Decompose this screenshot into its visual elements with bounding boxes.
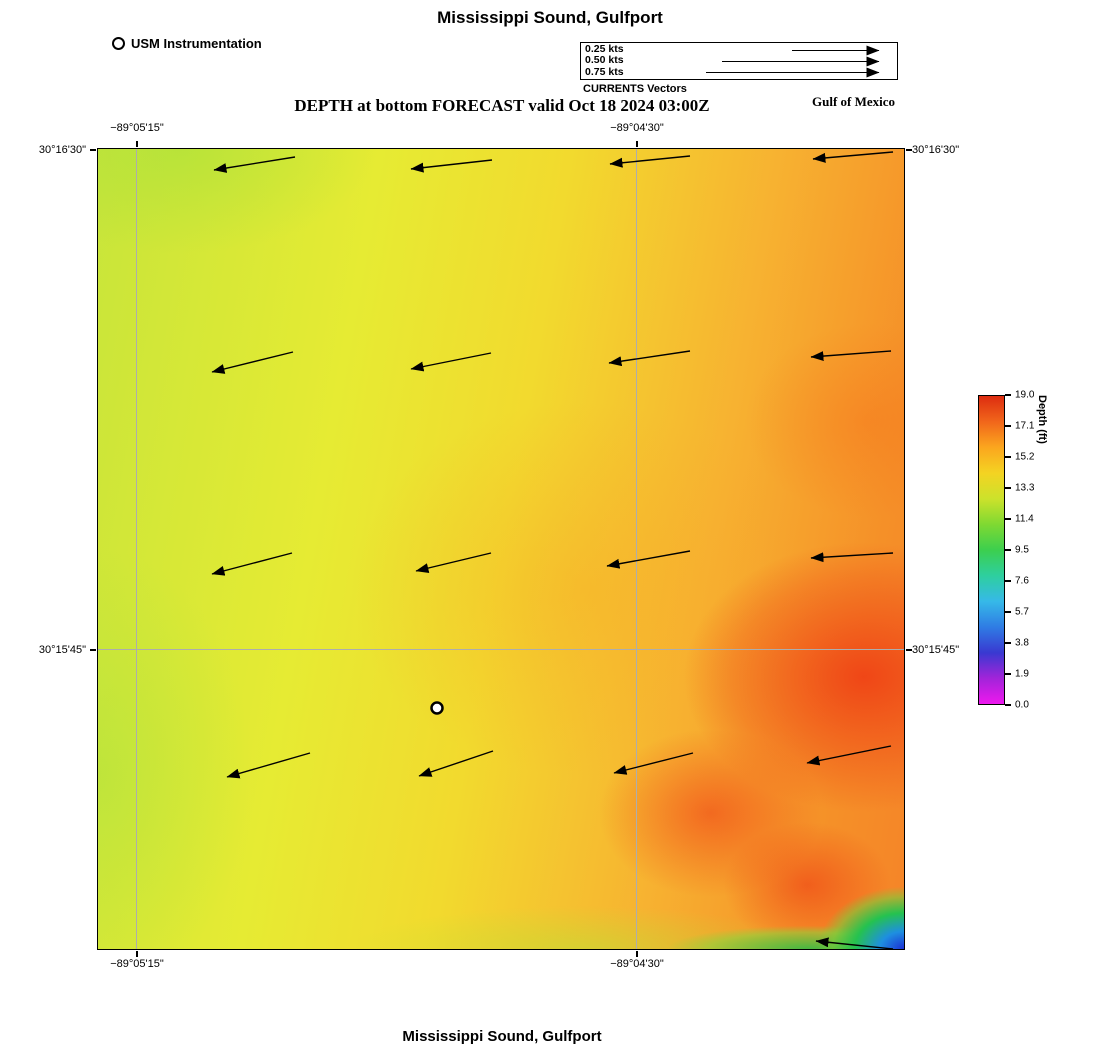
colorbar-tick-label: 17.1 <box>1015 420 1035 432</box>
colorbar-tick-label: 13.3 <box>1015 482 1035 494</box>
colorbar-bar <box>978 395 1005 705</box>
gridline-vertical-2 <box>636 149 637 949</box>
colorbar-tick-label: 9.5 <box>1015 544 1029 556</box>
axis-tick <box>136 951 138 957</box>
colorbar-tick-mark <box>1005 549 1011 551</box>
y-tick-left-1: 30°16'30" <box>38 144 86 156</box>
colorbar-tick-label: 15.2 <box>1015 451 1035 463</box>
colorbar-tick-mark <box>1005 611 1011 613</box>
axis-tick <box>906 649 912 651</box>
x-tick-top-1: −89°05'15" <box>110 122 164 134</box>
speed-arrow-icon <box>792 45 880 55</box>
colorbar-tick-mark <box>1005 425 1011 427</box>
colorbar-tick-mark <box>1005 487 1011 489</box>
speed-label: 0.25 kts <box>585 43 624 56</box>
axis-tick <box>136 141 138 147</box>
depth-heatmap <box>97 148 905 950</box>
usm-legend: USM Instrumentation <box>112 36 262 51</box>
speed-arrow-icon <box>706 67 880 78</box>
colorbar-label: Depth (ft) <box>1036 395 1048 444</box>
colorbar-tick-label: 7.6 <box>1015 575 1029 587</box>
speed-arrow-icon <box>722 56 880 67</box>
y-tick-right-1: 30°16'30" <box>912 144 960 156</box>
axis-tick <box>90 149 96 151</box>
colorbar-tick-mark <box>1005 394 1011 396</box>
colorbar-ticks: 19.0 17.1 15.2 13.3 11.4 9.5 7.6 5.7 3.8 1.9 0.0 <box>1005 390 1051 711</box>
x-tick-top-2: −89°04'30" <box>610 122 664 134</box>
colorbar-tick-mark <box>1005 642 1011 644</box>
currents-legend-caption: CURRENTS Vectors <box>583 83 687 95</box>
speed-label: 0.75 kts <box>585 65 624 78</box>
forecast-subtitle: DEPTH at bottom FORECAST valid Oct 18 20… <box>294 96 710 115</box>
colorbar-tick-label: 1.9 <box>1015 668 1029 680</box>
axis-tick <box>906 149 912 151</box>
currents-legend-box: 0.25 kts 0.50 kts 0.75 kts <box>580 42 898 80</box>
speed-row: 0.75 kts <box>581 65 897 78</box>
gridline-horizontal-1 <box>98 649 904 650</box>
y-tick-right-2: 30°15'45" <box>912 644 960 656</box>
axis-tick <box>90 649 96 651</box>
axis-tick <box>636 141 638 147</box>
speed-row: 0.50 kts <box>581 54 897 67</box>
colorbar-tick-label: 19.0 <box>1015 389 1035 401</box>
colorbar-tick-mark <box>1005 518 1011 520</box>
speed-label: 0.50 kts <box>585 54 624 67</box>
instrument-circle-icon <box>112 37 125 50</box>
colorbar-tick-mark <box>1005 456 1011 458</box>
x-tick-bottom-1: −89°05'15" <box>110 958 164 970</box>
colorbar-tick-label: 3.8 <box>1015 637 1029 649</box>
speed-row: 0.25 kts <box>581 44 897 55</box>
colorbar-tick-mark <box>1005 673 1011 675</box>
colorbar-tick-mark <box>1005 580 1011 582</box>
x-tick-bottom-2: −89°04'30" <box>610 958 664 970</box>
axis-tick <box>636 951 638 957</box>
usm-legend-label: USM Instrumentation <box>131 36 262 51</box>
gridline-vertical-1 <box>136 149 137 949</box>
colorbar-tick-label: 5.7 <box>1015 606 1029 618</box>
figure-title: Mississippi Sound, Gulfport <box>437 8 663 27</box>
y-tick-left-2: 30°15'45" <box>38 644 86 656</box>
figure-footer-title: Mississippi Sound, Gulfport <box>402 1028 602 1045</box>
colorbar-tick-mark <box>1005 704 1011 706</box>
region-label: Gulf of Mexico <box>812 94 896 109</box>
colorbar-tick-label: 0.0 <box>1015 699 1029 711</box>
colorbar-tick-label: 11.4 <box>1015 513 1034 525</box>
